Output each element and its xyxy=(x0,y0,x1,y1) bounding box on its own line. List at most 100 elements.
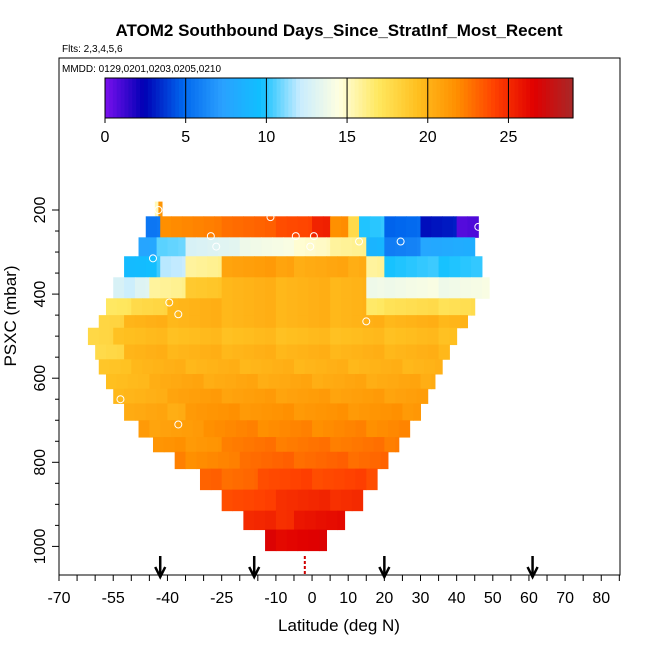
heatmap-cell xyxy=(156,216,161,238)
heatmap-cell xyxy=(185,403,197,421)
heatmap-cell xyxy=(416,216,421,238)
heatmap-cell xyxy=(250,359,262,375)
colorbar-swatch xyxy=(346,78,352,118)
heatmap-cell xyxy=(95,344,107,360)
heatmap-cell xyxy=(124,277,136,299)
heatmap-cell xyxy=(402,403,414,421)
heatmap-cell xyxy=(221,256,234,278)
colorbar-swatch xyxy=(206,78,211,118)
heatmap-cell xyxy=(265,489,277,512)
colorbar-swatch xyxy=(526,78,531,118)
heatmap-cell xyxy=(384,344,396,360)
heatmap-cell xyxy=(406,327,418,346)
colorbar-swatch xyxy=(393,78,399,118)
heatmap-cell xyxy=(384,327,396,346)
colorbar-tick-label: 5 xyxy=(181,129,190,146)
colorbar-tick-label: 20 xyxy=(419,129,437,146)
heatmap-cell xyxy=(246,420,259,438)
heatmap-cell xyxy=(265,510,277,531)
colorbar-swatch xyxy=(498,78,504,118)
heatmap-cell xyxy=(359,256,367,278)
heatmap-cell xyxy=(275,327,288,346)
heatmap-cell xyxy=(199,327,212,346)
heatmap-cell xyxy=(98,359,111,375)
colorbar-swatch xyxy=(549,78,555,118)
heatmap-cell xyxy=(351,489,364,512)
colorbar-swatch xyxy=(452,78,457,118)
heatmap-cell xyxy=(340,344,353,360)
colorbar-swatch xyxy=(397,78,402,118)
heatmap-cell xyxy=(232,327,244,346)
colorbar-swatch xyxy=(405,78,410,118)
heatmap-cell xyxy=(268,468,281,491)
heatmap-cell xyxy=(203,216,215,238)
colorbar-swatch xyxy=(557,78,562,118)
colorbar-swatch xyxy=(128,78,133,118)
heatmap-cell xyxy=(293,451,306,470)
colorbar-swatch xyxy=(354,78,360,118)
heatmap-cell xyxy=(138,237,150,257)
heatmap-cell xyxy=(406,298,418,316)
colorbar-swatch xyxy=(280,78,285,118)
heatmap-cell xyxy=(254,510,266,531)
heatmap-cell xyxy=(340,315,353,329)
heatmap-cell xyxy=(366,373,378,390)
heatmap-cell xyxy=(199,468,212,491)
heatmap-cell xyxy=(380,216,385,238)
colorbar-swatch xyxy=(171,78,176,118)
heatmap-cell xyxy=(377,298,385,316)
heatmap-cell xyxy=(254,388,266,404)
colorbar-swatch xyxy=(249,78,254,118)
heatmap-cell xyxy=(330,277,342,299)
heatmap-cell xyxy=(413,359,425,375)
heatmap-cell xyxy=(243,510,255,531)
colorbar-swatch xyxy=(155,78,161,118)
heatmap-cell xyxy=(265,298,277,316)
x-tick-label: -10 xyxy=(264,590,287,607)
heatmap-cell xyxy=(145,327,158,346)
heatmap-cell xyxy=(192,420,205,438)
colorbar-swatch xyxy=(253,78,258,118)
colorbar-swatch xyxy=(459,78,465,118)
heatmap-cell xyxy=(340,216,349,238)
heatmap-cell xyxy=(330,298,342,316)
heatmap-cell xyxy=(373,315,385,329)
heatmap-cell xyxy=(254,489,266,512)
heatmap-cell xyxy=(178,315,190,329)
heatmap-cell xyxy=(142,298,154,316)
heatmap-cell xyxy=(283,237,295,257)
heatmap-cell xyxy=(113,277,125,299)
heatmap-cell xyxy=(265,277,277,299)
heatmap-cell xyxy=(337,359,349,375)
heatmap-cell xyxy=(142,359,154,375)
heatmap-cell xyxy=(265,437,277,453)
heatmap-cell xyxy=(366,237,378,257)
heatmap-cell xyxy=(131,359,143,375)
colorbar-swatch xyxy=(432,78,438,118)
heatmap-cell xyxy=(326,403,338,421)
heatmap-cell xyxy=(402,359,414,375)
colorbar-swatch xyxy=(381,78,387,118)
heatmap-cell xyxy=(243,216,255,238)
heatmap-cell xyxy=(171,256,183,278)
sample-circle xyxy=(174,420,183,429)
heatmap-cell xyxy=(243,298,255,316)
heatmap-cell xyxy=(308,216,313,238)
heatmap-cell xyxy=(319,529,328,552)
heatmap-cell xyxy=(257,373,270,390)
heatmap-cell xyxy=(127,298,132,316)
heatmap-cell xyxy=(322,420,335,438)
heatmap-cell xyxy=(460,256,472,278)
heatmap-cell xyxy=(225,420,237,438)
heatmap-cell xyxy=(218,256,223,278)
heatmap-cell xyxy=(463,237,476,257)
heatmap-cell xyxy=(431,237,443,257)
colorbar-swatch xyxy=(167,78,172,118)
heatmap-cell xyxy=(351,298,364,316)
heatmap-cell xyxy=(232,489,244,512)
heatmap-cell xyxy=(348,403,360,421)
heatmap-cell xyxy=(149,277,161,299)
heatmap-cell xyxy=(416,298,429,316)
heatmap-cell xyxy=(124,327,136,346)
heatmap-cell xyxy=(290,373,302,390)
